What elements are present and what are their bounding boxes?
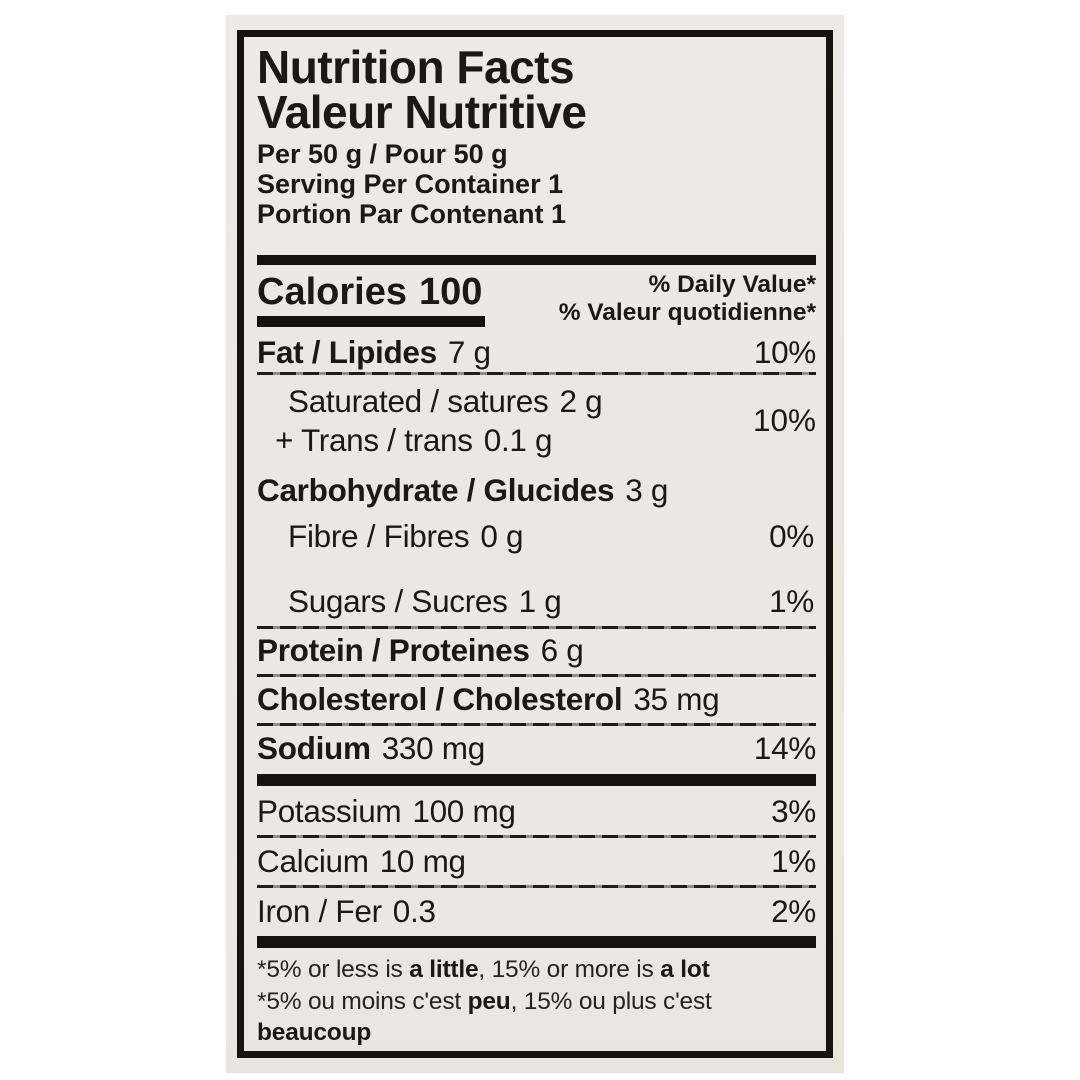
trans-value: 0.1 g — [483, 421, 553, 458]
fat-value: 7 g — [447, 333, 491, 370]
row-trans: + Trans / trans 0.1 g — [257, 421, 602, 460]
row-carbohydrate: Carbohydrate / Glucides 3 g — [257, 473, 816, 507]
rule-below-fat — [257, 371, 816, 375]
serving-size: Per 50 g / Pour 50 g — [257, 139, 508, 169]
potassium-text: Potassium 100 mg — [257, 794, 516, 828]
footnote-en-pre: *5% or less is — [257, 956, 410, 984]
footnote: *5% or less is a little, 15% or more is … — [257, 954, 816, 1049]
daily-value-header-fr: % Valeur quotidienne* — [558, 298, 816, 326]
footnote-fr-peu: peu — [467, 987, 511, 1015]
sugars-value: 1 g — [518, 582, 562, 619]
sugars-text: Sugars / Sucres 1 g — [288, 584, 562, 618]
footnote-fr-post: , 15% ou plus c'est — [510, 987, 712, 1015]
protein-label: Protein / Proteines — [257, 631, 530, 668]
calories-line: Calories 100 — [257, 271, 485, 313]
iron-text: Iron / Fer 0.3 — [257, 894, 436, 928]
rule-above-protein — [257, 625, 816, 629]
saturated-trans-daily-value: 10% — [752, 402, 816, 439]
fibre-value: 0 g — [480, 517, 524, 554]
row-protein: Protein / Proteines 6 g — [257, 633, 816, 667]
row-potassium: Potassium 100 mg 3% — [257, 794, 816, 828]
carbohydrate-value: 3 g — [625, 471, 669, 508]
sodium-separator-bar — [257, 773, 816, 786]
rule-above-sodium — [257, 722, 816, 726]
potassium-value: 100 mg — [412, 792, 516, 829]
title-fr: Valeur Nutritive — [257, 86, 587, 138]
row-saturated-trans: Saturated / satures 2 g + Trans / trans 0.… — [257, 382, 816, 460]
carbohydrate-label: Carbohydrate / Glucides — [257, 471, 615, 508]
row-cholesterol: Cholesterol / Cholesterol 35 mg — [257, 682, 816, 716]
footnote-separator-bar — [257, 935, 816, 949]
row-sodium: Sodium 330 mg 14% — [257, 731, 816, 765]
servings-per-container-en: Serving Per Container 1 — [257, 169, 564, 199]
calcium-daily-value: 1% — [771, 842, 816, 879]
footnote-en-a-little: a little — [409, 956, 479, 984]
trans-text: + Trans / trans 0.1 g — [275, 421, 553, 460]
row-fat: Fat / Lipides 7 g 10% — [257, 335, 816, 369]
iron-value: 0.3 — [392, 892, 436, 929]
calcium-text: Calcium 10 mg — [257, 844, 466, 878]
saturated-value: 2 g — [559, 382, 603, 419]
sodium-text: Sodium 330 mg — [257, 731, 485, 765]
sodium-label: Sodium — [257, 729, 371, 766]
daily-value-header: % Daily Value* % Valeur quotidienne* — [559, 271, 816, 327]
row-calcium: Calcium 10 mg 1% — [257, 844, 816, 878]
sodium-value: 330 mg — [381, 729, 486, 766]
title-en: Nutrition Facts — [257, 41, 575, 93]
iron-daily-value: 2% — [771, 892, 816, 929]
fibre-text: Fibre / Fibres 0 g — [288, 517, 524, 554]
cholesterol-label: Cholesterol / Cholesterol — [257, 680, 623, 717]
fibre-daily-value: 0% — [769, 517, 814, 554]
sugars-label: Sugars / Sucres — [288, 582, 508, 619]
footnote-en-a-lot: a lot — [660, 956, 710, 984]
fat-text: Fat / Lipides 7 g — [257, 335, 491, 369]
calcium-value: 10 mg — [379, 842, 466, 879]
row-sugars: Sugars / Sucres 1 g 1% — [257, 584, 816, 618]
calories-value: 100 — [418, 270, 483, 313]
calories-block: Calories 100 — [257, 271, 485, 327]
row-saturated: Saturated / satures 2 g — [257, 382, 603, 421]
saturated-label: Saturated / satures — [288, 382, 549, 419]
footnote-line-fr: *5% ou moins c'est peu, 15% ou plus c'es… — [257, 986, 816, 1018]
calories-label: Calories — [257, 270, 407, 313]
header-separator-bar — [257, 255, 816, 265]
trans-label: + Trans / trans — [275, 421, 473, 458]
protein-text: Protein / Proteines 6 g — [257, 633, 584, 667]
footnote-line-fr2: beaucoup — [257, 1017, 816, 1049]
footnote-fr-beaucoup: beaucoup — [257, 1019, 372, 1047]
cholesterol-value: 35 mg — [633, 680, 720, 717]
carbohydrate-text: Carbohydrate / Glucides 3 g — [257, 473, 668, 507]
servings-per-container-fr: Portion Par Contenant 1 — [257, 199, 567, 229]
fat-label: Fat / Lipides — [257, 333, 437, 370]
saturated-trans-lines: Saturated / satures 2 g + Trans / trans 0.… — [257, 382, 603, 460]
row-iron: Iron / Fer 0.3 2% — [257, 894, 816, 928]
iron-label: Iron / Fer — [257, 892, 382, 929]
potassium-label: Potassium — [257, 792, 402, 829]
cholesterol-text: Cholesterol / Cholesterol 35 mg — [257, 680, 720, 717]
sugars-daily-value: 1% — [769, 582, 814, 619]
rule-above-iron — [257, 884, 816, 888]
fibre-label: Fibre / Fibres — [288, 517, 470, 554]
row-fibre: Fibre / Fibres 0 g 0% — [257, 519, 816, 553]
protein-value: 6 g — [540, 631, 584, 668]
sodium-daily-value: 14% — [753, 729, 816, 766]
nutrition-facts-panel: Nutrition Facts Valeur Nutritive Per 50 … — [237, 30, 833, 1058]
rule-above-calcium — [257, 834, 816, 838]
calories-section: Calories 100 % Daily Value* % Valeur quot… — [257, 271, 816, 327]
saturated-text: Saturated / satures 2 g — [288, 382, 603, 421]
footnote-fr-pre: *5% ou moins c'est — [257, 987, 468, 1015]
calcium-label: Calcium — [257, 842, 369, 879]
potassium-daily-value: 3% — [771, 792, 816, 829]
rule-above-cholesterol — [257, 673, 816, 677]
calories-underline-bar — [257, 315, 485, 327]
label-paper: Nutrition Facts Valeur Nutritive Per 50 … — [226, 15, 844, 1073]
daily-value-header-en: % Daily Value* — [648, 270, 816, 298]
footnote-line-en: *5% or less is a little, 15% or more is … — [257, 954, 816, 986]
fat-daily-value: 10% — [753, 333, 816, 370]
footnote-en-mid: , 15% or more is — [478, 956, 661, 984]
